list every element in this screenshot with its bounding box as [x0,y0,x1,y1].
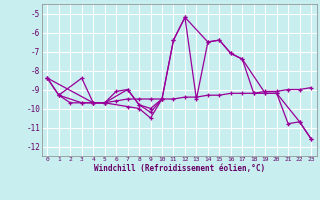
X-axis label: Windchill (Refroidissement éolien,°C): Windchill (Refroidissement éolien,°C) [94,164,265,173]
